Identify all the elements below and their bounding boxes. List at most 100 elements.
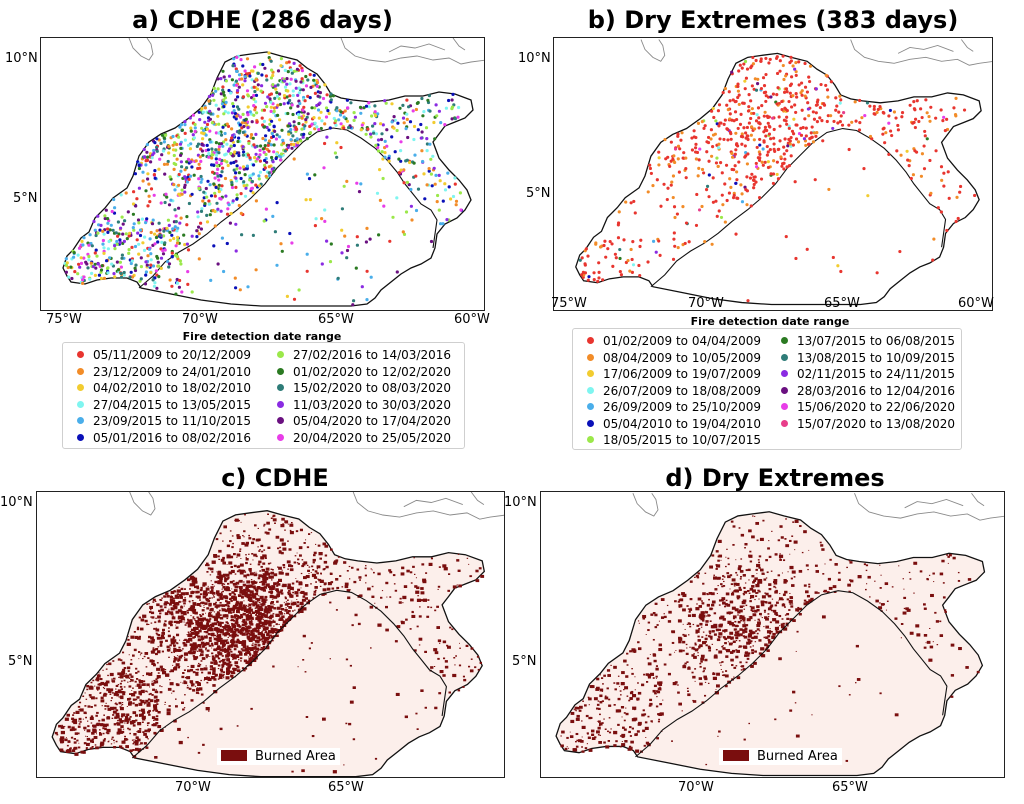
fire-detection-point: [166, 159, 170, 164]
fire-detection-point: [193, 122, 197, 127]
fire-detection-point: [119, 226, 123, 230]
burned-area-patch: [106, 705, 110, 708]
burned-area-patch: [235, 665, 239, 668]
burned-area-patch: [168, 656, 170, 658]
burned-area-patch: [216, 634, 221, 638]
fire-detection-point: [684, 166, 688, 171]
burned-area-patch: [243, 581, 245, 583]
burned-area-patch: [217, 570, 221, 574]
fire-detection-point: [912, 120, 916, 124]
burned-area-patch: [226, 667, 230, 671]
fire-detection-point: [764, 72, 768, 77]
burned-area-patch: [258, 595, 260, 597]
burned-area-patch: [294, 591, 299, 595]
fire-detection-point: [329, 242, 333, 246]
fire-detection-point: [93, 262, 97, 266]
burned-area-patch: [222, 630, 224, 632]
burned-area-patch: [302, 634, 306, 638]
burned-area-patch: [96, 679, 100, 682]
fire-detection-point: [180, 290, 184, 294]
burned-area-patch: [184, 656, 186, 658]
fire-detection-point: [939, 165, 944, 169]
burned-area-patch: [226, 647, 230, 650]
fire-detection-point: [203, 202, 207, 206]
burned-area-patch: [210, 642, 214, 645]
fire-detection-point: [659, 204, 663, 208]
burned-area-patch: [211, 644, 214, 647]
fire-detection-point: [783, 157, 787, 161]
burned-area-patch: [262, 648, 265, 651]
burned-area-patch: [310, 532, 313, 534]
burned-area-patch: [227, 637, 229, 639]
legend-item: 18/05/2015 to 10/07/2015: [587, 433, 761, 447]
burned-area-patch: [475, 579, 480, 583]
fire-detection-point: [255, 120, 259, 124]
burned-area-patch: [118, 731, 120, 733]
fire-detection-point: [769, 172, 773, 176]
burned-area-patch: [252, 559, 254, 561]
burned-area-patch: [245, 561, 248, 565]
fire-detection-point: [276, 83, 280, 87]
fire-detection-point: [287, 132, 291, 136]
burned-area-patch: [281, 542, 286, 546]
burned-area-patch: [120, 659, 123, 662]
panel-a-xtick-60w: 60°W: [454, 312, 490, 327]
fire-detection-point: [711, 106, 715, 111]
burned-area-patch: [219, 574, 224, 578]
fire-detection-point: [251, 136, 255, 140]
burned-area-patch: [217, 629, 221, 632]
fire-detection-point: [922, 167, 927, 171]
burned-area-patch: [148, 709, 151, 713]
fire-detection-point: [214, 185, 218, 189]
fire-detection-point: [205, 143, 209, 147]
fire-detection-point: [435, 114, 439, 118]
legend-label: 20/04/2020 to 25/05/2020: [293, 430, 452, 445]
burned-area-patch: [148, 699, 150, 701]
burned-area-patch: [251, 603, 254, 605]
fire-detection-point: [838, 120, 842, 124]
fire-detection-point: [308, 131, 313, 135]
burned-area-patch: [276, 581, 279, 584]
fire-detection-point: [238, 123, 242, 127]
burned-area-patch: [77, 705, 81, 708]
fire-detection-point: [592, 278, 596, 282]
fire-detection-point: [301, 88, 305, 92]
burned-area-patch: [257, 607, 261, 611]
burned-area-patch: [206, 649, 210, 652]
burned-area-patch: [179, 596, 183, 599]
fire-detection-point: [408, 160, 412, 165]
fire-detection-point: [777, 115, 781, 119]
burned-area-patch: [197, 751, 201, 754]
burned-area-patch: [258, 629, 260, 630]
legend-label: 26/09/2009 to 25/10/2009: [603, 400, 762, 414]
burned-area-patch: [277, 591, 281, 594]
fire-detection-point: [342, 184, 346, 188]
fire-detection-point: [735, 170, 739, 174]
fire-detection-point: [765, 153, 769, 157]
fire-detection-point: [124, 191, 128, 195]
fire-detection-point: [432, 166, 436, 170]
fire-detection-point: [807, 75, 811, 79]
fire-detection-point: [235, 105, 240, 109]
burned-area-patch: [154, 732, 157, 735]
fire-detection-point: [168, 238, 172, 242]
burned-area-patch: [254, 571, 256, 573]
fire-detection-point: [346, 244, 351, 249]
fire-detection-point: [263, 158, 267, 163]
fire-detection-point: [308, 198, 312, 202]
burned-area-patch: [77, 732, 80, 735]
fire-detection-point: [268, 122, 272, 126]
fire-detection-point: [174, 214, 178, 218]
fire-detection-point: [164, 133, 168, 137]
fire-detection-point: [292, 157, 296, 161]
fire-detection-point: [746, 137, 750, 142]
burned-area-patch: [78, 720, 80, 722]
fire-detection-point: [752, 175, 756, 179]
burned-area-patch: [249, 590, 254, 594]
burned-area-patch: [98, 719, 101, 722]
burned-area-patch: [209, 618, 212, 620]
burned-area-patch: [139, 635, 141, 638]
burned-area-patch: [264, 631, 268, 634]
fire-detection-point: [130, 245, 134, 249]
burned-area-patch: [189, 634, 193, 638]
